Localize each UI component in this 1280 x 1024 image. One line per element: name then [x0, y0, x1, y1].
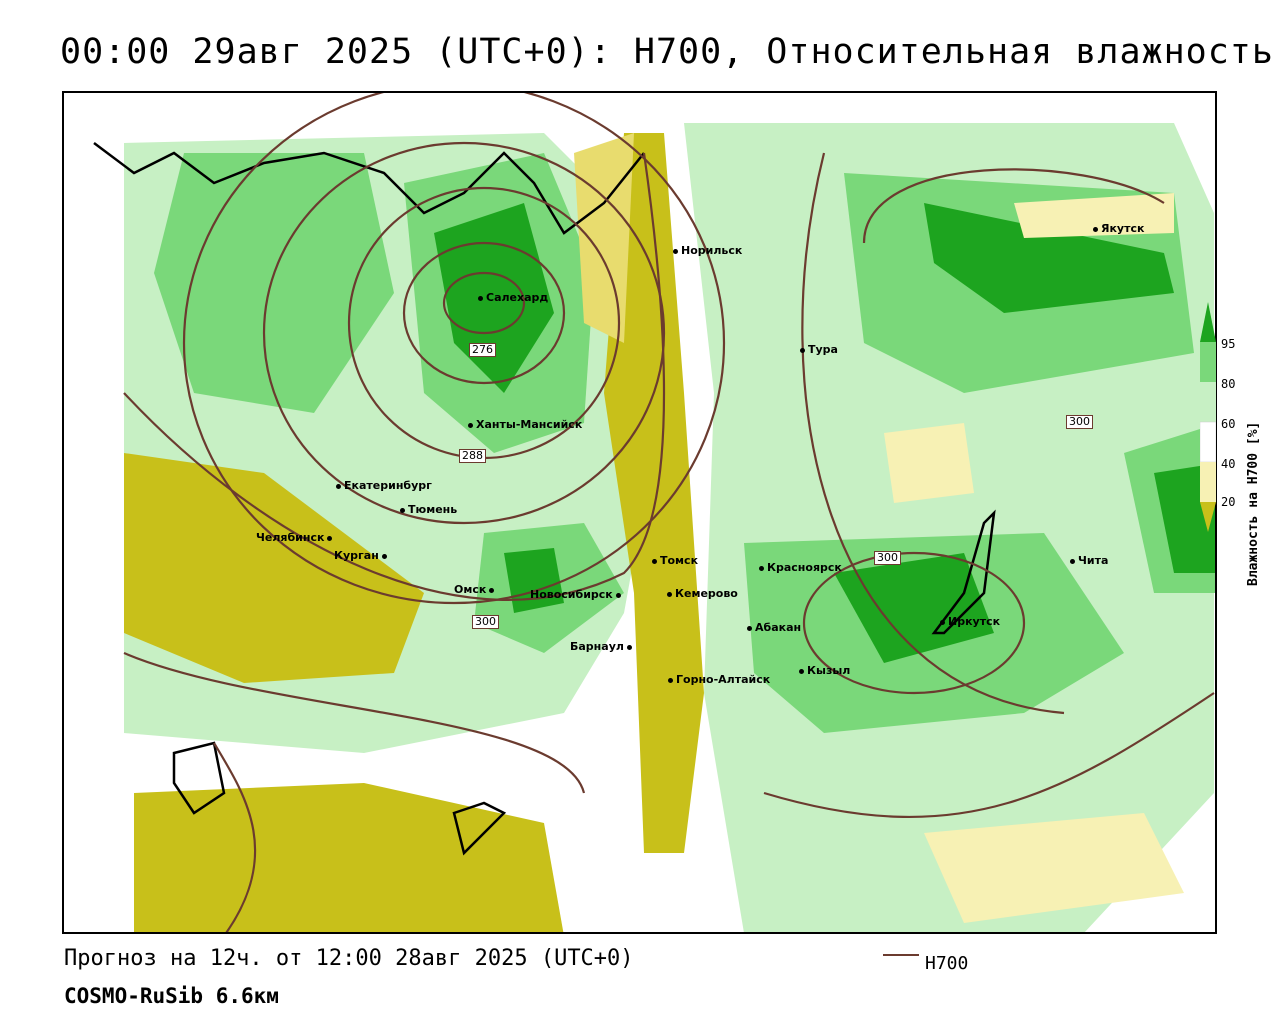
- very-wet-core-2: [924, 203, 1174, 313]
- city-marker: [327, 535, 333, 541]
- lake-baikal: [931, 509, 996, 635]
- colorbar-tick-20: 20: [1221, 495, 1236, 509]
- city-chita: Чита: [1070, 554, 1108, 567]
- wet-area-north: [154, 153, 394, 413]
- city-salekhard: Салехард: [478, 291, 548, 304]
- city-yakutsk: Якутск: [1093, 222, 1144, 235]
- map-title: 00:00 29авг 2025 (UTC+0): H700, Относите…: [60, 32, 1274, 72]
- city-marker: [478, 295, 483, 301]
- very-wet-core-3: [834, 553, 994, 663]
- city-label: Иркутск: [948, 615, 1001, 628]
- colorbar-tick-40: 40: [1221, 457, 1236, 471]
- h700-legend-line: [883, 954, 919, 956]
- city-marker: [759, 565, 764, 571]
- city-marker: [615, 592, 621, 598]
- city-kyzyl: Кызыл: [799, 664, 850, 677]
- city-label: Чита: [1078, 554, 1109, 567]
- city-marker: [489, 587, 495, 593]
- city-omsk: Омск: [454, 583, 497, 596]
- forecast-info: Прогноз на 12ч. от 12:00 28авг 2025 (UTC…: [64, 946, 634, 971]
- city-marker: [1070, 558, 1075, 564]
- city-label: Барнаул: [570, 640, 624, 653]
- contour-label-300-irkutsk: 300: [874, 551, 901, 565]
- colorbar-tick-80: 80: [1221, 377, 1236, 391]
- coastline: [93, 142, 645, 235]
- city-label: Тюмень: [408, 503, 458, 516]
- city-marker: [336, 483, 341, 489]
- city-marker: [799, 668, 804, 674]
- city-marker: [400, 507, 405, 513]
- city-label: Тура: [808, 343, 838, 356]
- city-label: Екатеринбург: [344, 479, 432, 492]
- h700-contours: [123, 93, 1215, 932]
- aral-coast: [452, 801, 507, 856]
- city-label: Челябинск: [256, 531, 325, 544]
- city-label: Курган: [334, 549, 379, 562]
- city-marker: [747, 625, 752, 631]
- map-panel[interactable]: 276 288 300 300 300 Салехард Норильск Як…: [62, 91, 1217, 934]
- city-tyumen: Тюмень: [400, 503, 457, 516]
- city-marker: [626, 644, 632, 650]
- city-tura: Тура: [800, 343, 838, 356]
- city-marker: [667, 591, 672, 597]
- city-label: Салехард: [486, 291, 549, 304]
- city-marker: [940, 619, 945, 625]
- city-label: Ханты-Мансийск: [476, 418, 583, 431]
- semidry-southeast: [924, 813, 1184, 923]
- city-novosibirsk: Новосибирск: [530, 588, 624, 601]
- city-ekaterinburg: Екатеринбург: [336, 479, 432, 492]
- city-abakan: Абакан: [747, 621, 801, 634]
- city-label: Абакан: [755, 621, 802, 634]
- city-label: Норильск: [681, 244, 743, 257]
- city-marker: [668, 677, 673, 683]
- city-label: Кызыл: [807, 664, 851, 677]
- city-khanty-mansiysk: Ханты-Мансийск: [468, 418, 582, 431]
- colorbar-tick-95: 95: [1221, 337, 1236, 351]
- city-label: Якутск: [1101, 222, 1145, 235]
- city-label: Омск: [454, 583, 487, 596]
- contour-label-300-omsk: 300: [472, 615, 499, 629]
- colorbar: [1200, 302, 1216, 532]
- city-krasnoyarsk: Красноярск: [759, 561, 842, 574]
- city-label: Горно-Алтайск: [676, 673, 771, 686]
- colorbar-title: Влажность на H700 [%]: [1246, 421, 1261, 586]
- city-label: Кемерово: [675, 587, 738, 600]
- city-gorno-altaysk: Горно-Алтайск: [668, 673, 770, 686]
- city-marker: [381, 553, 387, 559]
- city-kemerovo: Кемерово: [667, 587, 738, 600]
- city-label: Красноярск: [767, 561, 842, 574]
- city-marker: [468, 422, 473, 428]
- caspian-coast: [172, 741, 226, 815]
- colorbar-tick-60: 60: [1221, 417, 1236, 431]
- contour-label-288: 288: [459, 449, 486, 463]
- city-marker: [673, 248, 678, 254]
- dry-band-southwest: [124, 453, 424, 683]
- humidity-field: [64, 93, 1215, 932]
- city-marker: [652, 558, 657, 564]
- model-name: COSMO-RuSib 6.6км: [64, 984, 279, 1008]
- city-label: Новосибирск: [530, 588, 613, 601]
- contour-label-276: 276: [469, 343, 496, 357]
- dry-band-central: [604, 133, 704, 853]
- city-label: Томск: [660, 554, 699, 567]
- city-marker: [800, 347, 805, 353]
- semidry-yakutsk: [1014, 193, 1174, 238]
- semidry-center: [884, 423, 974, 503]
- city-irkutsk: Иркутск: [940, 615, 1000, 628]
- very-wet-core-5: [504, 548, 564, 613]
- very-wet-core-4: [1154, 463, 1215, 573]
- very-wet-core-1: [434, 203, 554, 393]
- city-tomsk: Томск: [652, 554, 698, 567]
- city-kurgan: Курган: [334, 549, 390, 562]
- city-barnaul: Барнаул: [570, 640, 635, 653]
- city-chelyabinsk: Челябинск: [256, 531, 335, 544]
- h700-legend-label: H700: [925, 953, 969, 974]
- contour-label-300-east: 300: [1066, 415, 1093, 429]
- city-norilsk: Норильск: [673, 244, 742, 257]
- city-marker: [1093, 226, 1098, 232]
